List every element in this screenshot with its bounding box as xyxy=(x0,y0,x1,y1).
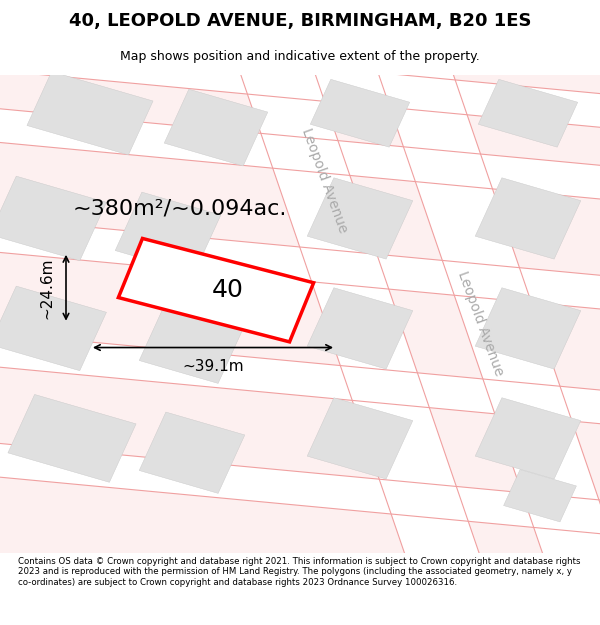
Polygon shape xyxy=(139,412,245,493)
Text: ~24.6m: ~24.6m xyxy=(39,257,54,319)
Text: Leopold Avenue: Leopold Avenue xyxy=(455,269,505,378)
Polygon shape xyxy=(475,398,581,479)
Polygon shape xyxy=(0,331,600,426)
Polygon shape xyxy=(0,441,600,536)
Polygon shape xyxy=(307,177,413,259)
Polygon shape xyxy=(503,469,577,522)
Polygon shape xyxy=(139,302,245,383)
Polygon shape xyxy=(0,106,600,202)
Polygon shape xyxy=(310,79,410,147)
Bar xyxy=(0,75,600,553)
Polygon shape xyxy=(307,398,413,479)
Polygon shape xyxy=(27,72,153,155)
Text: 40, LEOPOLD AVENUE, BIRMINGHAM, B20 1ES: 40, LEOPOLD AVENUE, BIRMINGHAM, B20 1ES xyxy=(69,12,531,30)
Polygon shape xyxy=(0,216,600,311)
Polygon shape xyxy=(0,34,600,130)
Polygon shape xyxy=(235,44,485,584)
Text: Contains OS data © Crown copyright and database right 2021. This information is : Contains OS data © Crown copyright and d… xyxy=(18,557,581,586)
Polygon shape xyxy=(0,286,106,371)
Text: Leopold Avenue: Leopold Avenue xyxy=(299,126,349,234)
Polygon shape xyxy=(118,238,314,342)
Text: Map shows position and indicative extent of the property.: Map shows position and indicative extent… xyxy=(120,50,480,62)
Polygon shape xyxy=(373,44,600,584)
Text: ~380m²/~0.094ac.: ~380m²/~0.094ac. xyxy=(73,199,287,219)
Text: 40: 40 xyxy=(212,278,244,302)
Polygon shape xyxy=(164,89,268,166)
Polygon shape xyxy=(0,176,106,261)
Polygon shape xyxy=(115,192,221,273)
Polygon shape xyxy=(307,288,413,369)
Polygon shape xyxy=(8,394,136,482)
Polygon shape xyxy=(475,177,581,259)
Polygon shape xyxy=(475,288,581,369)
Text: ~39.1m: ~39.1m xyxy=(182,359,244,374)
Polygon shape xyxy=(478,79,578,147)
